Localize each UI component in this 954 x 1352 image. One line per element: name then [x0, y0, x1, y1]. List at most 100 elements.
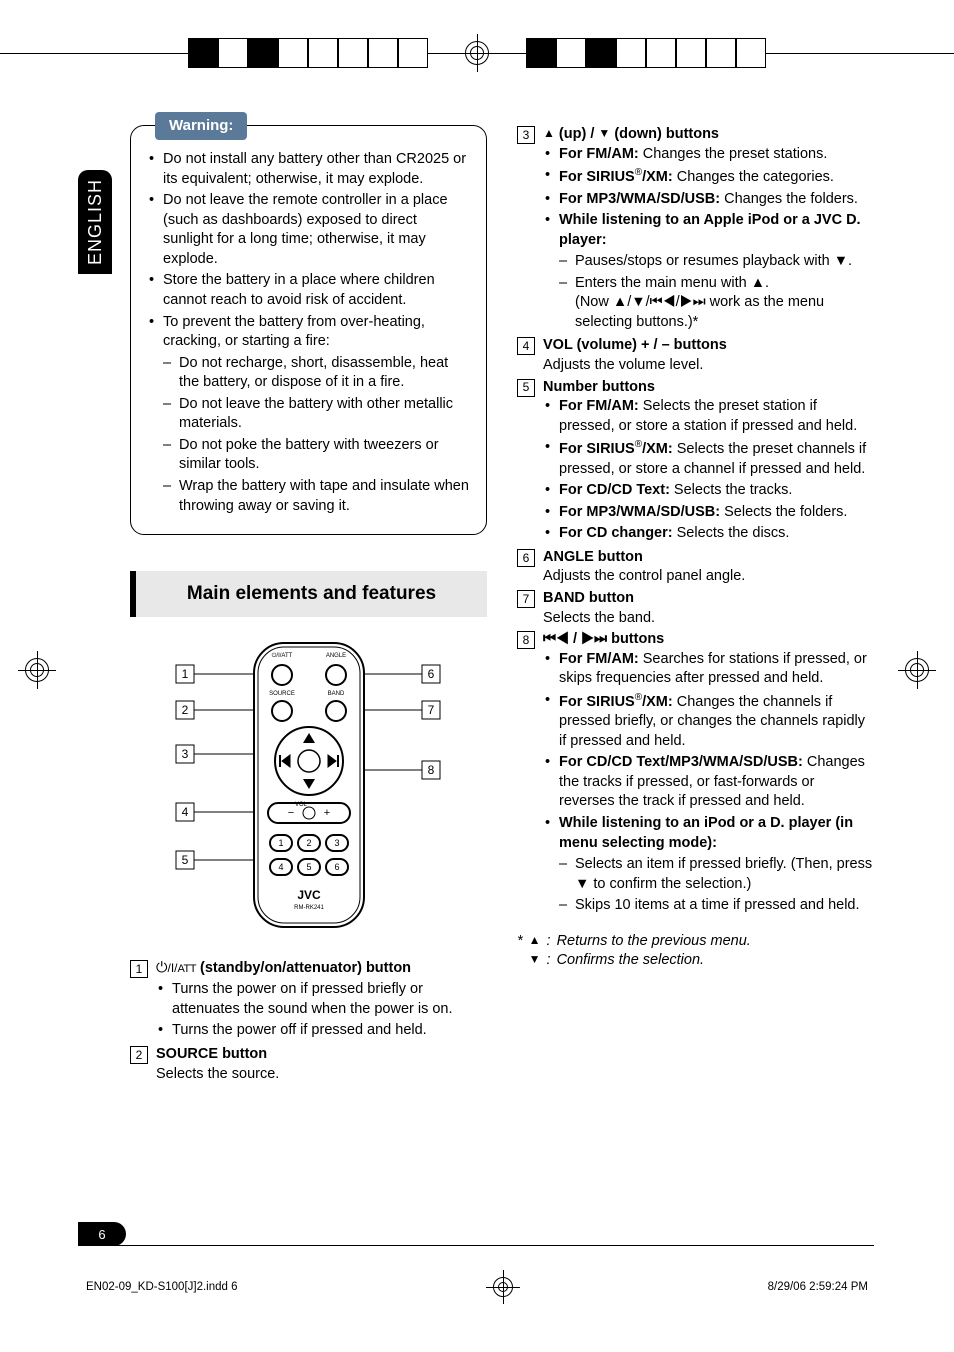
- warning-label: Warning:: [155, 112, 247, 140]
- warning-subitem: Do not leave the battery with other meta…: [163, 395, 470, 434]
- feature-item-1: 1 ⏻/I/ATT (standby/on/attenuator) button…: [130, 959, 487, 1043]
- item-title: (standby/on/attenuator) button: [200, 960, 411, 976]
- svg-text:4: 4: [181, 805, 188, 819]
- warning-subitem: Wrap the battery with tape and insulate …: [163, 477, 470, 516]
- feature-item-7: 7 BAND button Selects the band.: [517, 589, 874, 628]
- svg-text:2: 2: [181, 703, 188, 717]
- right-column: 3 ▲ (up) / ▼ (down) buttons For FM/AM: C…: [517, 125, 874, 1212]
- crop-marks-top: [0, 38, 954, 68]
- svg-text:6: 6: [427, 667, 434, 681]
- page-number: 6: [98, 1227, 105, 1242]
- item-desc: Adjusts the control panel angle.: [543, 567, 874, 587]
- feature-item-8: 8 ⏮◀ / ▶⏭ buttons For FM/AM: Searches fo…: [517, 630, 874, 918]
- svg-text:4: 4: [278, 862, 283, 872]
- item-bullet: For CD changer: Selects the discs.: [543, 524, 874, 544]
- svg-text:2: 2: [306, 838, 311, 848]
- svg-text:JVC: JVC: [297, 888, 321, 902]
- svg-text:1: 1: [278, 838, 283, 848]
- warning-subitem: Do not recharge, short, disassemble, hea…: [163, 354, 470, 393]
- footnote-a: Returns to the previous menu.: [557, 932, 751, 952]
- language-tab: ENGLISH: [78, 170, 112, 274]
- language-label: ENGLISH: [85, 179, 106, 265]
- svg-text:⏻/I/ATT: ⏻/I/ATT: [271, 652, 292, 659]
- item-title: ANGLE button: [543, 548, 874, 568]
- footer-right: 8/29/06 2:59:24 PM: [768, 1281, 868, 1293]
- warning-item: Do not install any battery other than CR…: [147, 150, 470, 189]
- warning-item: Do not leave the remote controller in a …: [147, 191, 470, 269]
- registration-mark-left-icon: [22, 655, 52, 685]
- left-column: Warning: Do not install any battery othe…: [130, 125, 487, 1212]
- registration-mark-right-icon: [902, 655, 932, 685]
- footnote-b: Confirms the selection.: [557, 951, 704, 971]
- callout-number: 5: [517, 379, 535, 397]
- item-note: (Now ▲/▼/⏮◀/▶⏭ work as the menu selectin…: [575, 293, 874, 332]
- svg-text:8: 8: [427, 763, 434, 777]
- prev-track-icon: ⏮◀: [543, 631, 569, 647]
- callout-number: 2: [130, 1046, 148, 1064]
- item-dash: Pauses/stops or resumes playback with ▼.: [559, 252, 874, 272]
- feature-item-5: 5 Number buttons For FM/AM: Selects the …: [517, 378, 874, 546]
- svg-text:ANGLE: ANGLE: [325, 653, 345, 659]
- item-bullet: For FM/AM: Selects the preset station if…: [543, 397, 874, 436]
- callout-number: 6: [517, 549, 535, 567]
- item-desc: Selects the band.: [543, 609, 874, 629]
- feature-item-3: 3 ▲ (up) / ▼ (down) buttons For FM/AM: C…: [517, 125, 874, 334]
- svg-text:+: +: [323, 807, 329, 819]
- svg-text:1: 1: [181, 667, 188, 681]
- svg-text:3: 3: [334, 838, 339, 848]
- item-bullet: For CD/CD Text: Selects the tracks.: [543, 481, 874, 501]
- page-number-badge: 6: [78, 1222, 126, 1246]
- item-bullet: For SIRIUS®/XM: Changes the channels if …: [543, 691, 874, 752]
- svg-text:5: 5: [306, 862, 311, 872]
- power-icon: ⏻/I/ATT: [156, 960, 196, 976]
- item-title: VOL (volume) + / – buttons: [543, 336, 874, 356]
- item-desc: Selects the source.: [156, 1065, 487, 1085]
- registration-mark-bottom-icon: [490, 1274, 516, 1300]
- item-bullet: For CD/CD Text/MP3/WMA/SD/USB: Changes t…: [543, 753, 874, 812]
- item-bullet: Turns the power off if pressed and held.: [156, 1021, 487, 1041]
- item-title: ▲ (up) / ▼ (down) buttons: [543, 125, 874, 145]
- item-bullet: While listening to an iPod or a D. playe…: [543, 814, 874, 916]
- item-bullet: Turns the power on if pressed briefly or…: [156, 980, 487, 1019]
- callout-number: 1: [130, 960, 148, 978]
- callout-number: 8: [517, 631, 535, 649]
- next-track-icon: ▶⏭: [581, 631, 607, 647]
- callout-number: 3: [517, 126, 535, 144]
- item-bullet: For SIRIUS®/XM: Changes the categories.: [543, 166, 874, 187]
- section-heading: Main elements and features: [130, 571, 487, 617]
- warning-item: To prevent the battery from over-heating…: [147, 313, 470, 517]
- item-dash: Skips 10 items at a time if pressed and …: [559, 896, 874, 916]
- item-bullet: For FM/AM: Changes the preset stations.: [543, 145, 874, 165]
- svg-text:SOURCE: SOURCE: [269, 691, 295, 697]
- svg-text:RM-RK241: RM-RK241: [294, 905, 324, 911]
- item-title: Number buttons: [543, 378, 874, 398]
- item-dash: Enters the main menu with ▲. (Now ▲/▼/⏮◀…: [559, 274, 874, 333]
- callout-number: 4: [517, 337, 535, 355]
- item-bullet: For MP3/WMA/SD/USB: Selects the folders.: [543, 503, 874, 523]
- item-title: SOURCE button: [156, 1045, 487, 1065]
- item-bullet: For MP3/WMA/SD/USB: Changes the folders.: [543, 190, 874, 210]
- footer-left: EN02-09_KD-S100[J]2.indd 6: [86, 1281, 238, 1293]
- item-bullet: For FM/AM: Searches for stations if pres…: [543, 650, 874, 689]
- feature-item-6: 6 ANGLE button Adjusts the control panel…: [517, 548, 874, 587]
- footer: EN02-09_KD-S100[J]2.indd 6 8/29/06 2:59:…: [86, 1274, 868, 1300]
- warning-item: Store the battery in a place where child…: [147, 271, 470, 310]
- item-title: ⏮◀ / ▶⏭ buttons: [543, 630, 874, 650]
- feature-item-4: 4 VOL (volume) + / – buttons Adjusts the…: [517, 336, 874, 375]
- svg-text:5: 5: [181, 853, 188, 867]
- item-desc: Adjusts the volume level.: [543, 356, 874, 376]
- callout-number: 7: [517, 590, 535, 608]
- svg-text:3: 3: [181, 747, 188, 761]
- item-bullet: While listening to an Apple iPod or a JV…: [543, 211, 874, 332]
- svg-text:VOL: VOL: [294, 802, 307, 808]
- registration-mark-icon: [462, 38, 492, 68]
- item-dash: Selects an item if pressed briefly. (The…: [559, 855, 874, 894]
- svg-text:BAND: BAND: [327, 691, 344, 697]
- svg-text:6: 6: [334, 862, 339, 872]
- warning-box: Warning: Do not install any battery othe…: [130, 125, 487, 535]
- feature-item-2: 2 SOURCE button Selects the source.: [130, 1045, 487, 1084]
- svg-text:−: −: [287, 807, 293, 819]
- item-bullet: For SIRIUS®/XM: Selects the preset chann…: [543, 438, 874, 479]
- remote-diagram: 1 2 3 4 5 6 7 8 ⏻/I/ATT ANGLE: [130, 635, 487, 935]
- item-title: BAND button: [543, 589, 874, 609]
